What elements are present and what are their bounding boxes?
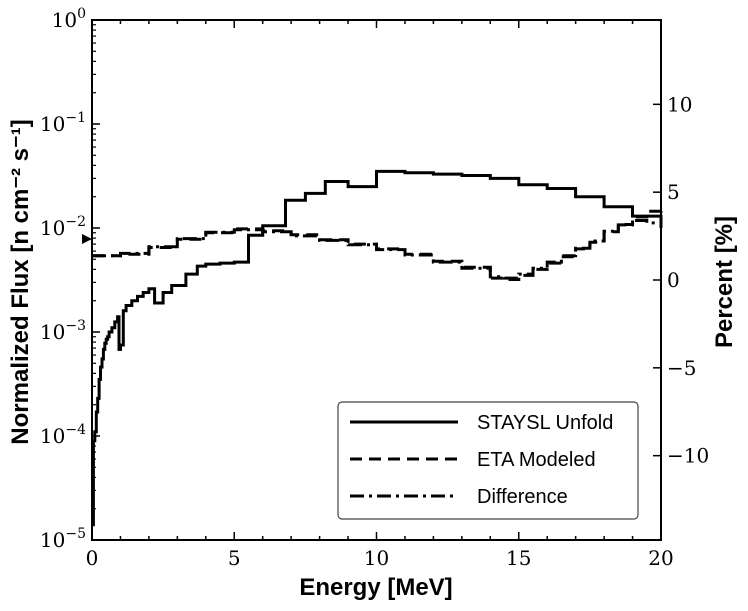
y-left-tick-label: 10−5 [40, 526, 86, 552]
series-line-difference [92, 219, 663, 280]
x-tick-label: 5 [228, 546, 241, 570]
legend-label-staysl: STAYSL Unfold [477, 412, 613, 434]
y-axis-label-right: Percent [%] [711, 216, 738, 348]
ticks-layer: 0 5 10 15 20 100 10−1 10−2 10−3 10−4 10−5 10 5 0 −5 −10 [40, 6, 709, 570]
y-right-tick-label: −10 [667, 444, 709, 468]
series-line-staysl [91, 169, 663, 527]
y-left-tick-label: 10−2 [40, 214, 86, 240]
y-left-tick-label: 10−4 [40, 422, 86, 448]
legend-label-eta: ETA Modeled [477, 449, 596, 471]
y-axis-label-left: Normalized Flux [n cm⁻² s⁻¹] [7, 119, 34, 444]
left-axis-marker [82, 234, 92, 244]
y-left-tick-label: 100 [52, 6, 86, 32]
plot-frame [91, 19, 662, 541]
legend-box [337, 401, 639, 520]
series-layer [91, 169, 663, 527]
legend-label-difference: Difference [477, 486, 568, 508]
legend: STAYSL Unfold ETA Modeled Difference [337, 401, 639, 520]
y-right-tick-label: −5 [667, 356, 696, 380]
y-right-tick-label: 0 [667, 268, 680, 292]
x-tick-label: 15 [506, 546, 531, 570]
x-tick-label: 0 [86, 546, 99, 570]
x-tick-label: 20 [648, 546, 673, 570]
x-tick-label: 10 [364, 546, 389, 570]
y-left-tick-label: 10−1 [40, 110, 86, 136]
y-right-tick-label: 10 [667, 92, 692, 116]
x-axis-label: Energy [MeV] [299, 574, 452, 601]
y-left-tick-label: 10−3 [40, 318, 86, 344]
y-right-tick-label: 5 [667, 180, 680, 204]
